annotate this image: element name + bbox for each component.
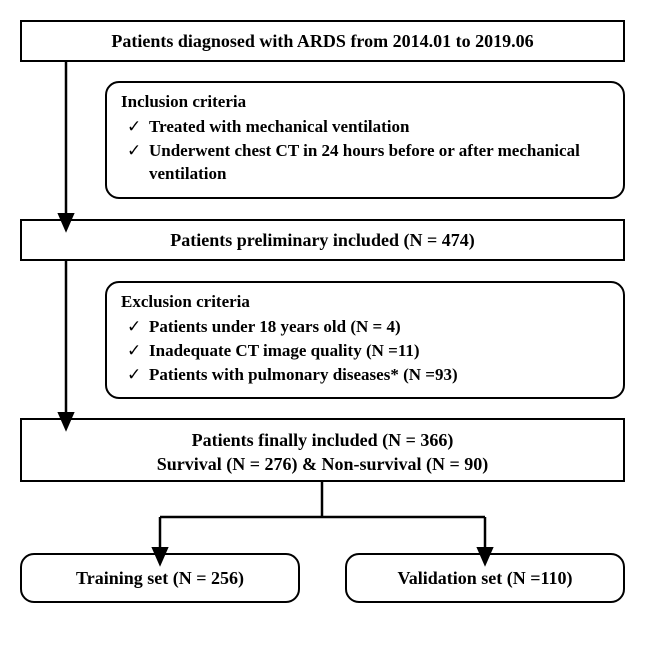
final-line2: Survival (N = 276) & Non-survival (N = 9…: [36, 452, 609, 476]
exclusion-item-text: Inadequate CT image quality (N =11): [149, 341, 420, 360]
exclusion-item: ✓ Patients under 18 years old (N = 4): [121, 316, 609, 339]
node-final: Patients finally included (N = 366)Survi…: [20, 418, 625, 482]
node-inclusion: Inclusion criteria✓Treated with mechanic…: [105, 81, 625, 199]
check-icon: ✓: [127, 316, 141, 339]
exclusion-item: ✓ Patients with pulmonary diseases* (N =9…: [121, 364, 609, 387]
validation-text: Validation set (N =110): [397, 566, 572, 590]
exclusion-item-text: Patients under 18 years old (N = 4): [149, 317, 401, 336]
exclusion-list: ✓ Patients under 18 years old (N = 4) ✓ Ina…: [121, 316, 609, 387]
inclusion-list: ✓ Treated with mechanical ventilation ✓ Und…: [121, 116, 609, 186]
node-start: Patients diagnosed with ARDS from 2014.0…: [20, 20, 625, 62]
inclusion-item-text: Treated with mechanical ventilation: [149, 117, 410, 136]
check-icon: ✓: [127, 140, 141, 163]
check-icon: ✓: [127, 116, 141, 139]
final-line1: Patients finally included (N = 366): [36, 428, 609, 452]
start-text: Patients diagnosed with ARDS from 2014.0…: [111, 29, 533, 53]
node-preliminary: Patients preliminary included (N = 474): [20, 219, 625, 261]
inclusion-item-text: Underwent chest CT in 24 hours before or…: [149, 141, 580, 183]
node-validation: Validation set (N =110): [345, 553, 625, 603]
exclusion-title: Exclusion criteria: [121, 291, 609, 314]
inclusion-item: ✓ Treated with mechanical ventilation: [121, 116, 609, 139]
check-icon: ✓: [127, 364, 141, 387]
node-training: Training set (N = 256): [20, 553, 300, 603]
inclusion-title: Inclusion criteria: [121, 91, 609, 114]
training-text: Training set (N = 256): [76, 566, 244, 590]
exclusion-item: ✓ Inadequate CT image quality (N =11): [121, 340, 609, 363]
inclusion-item: ✓ Underwent chest CT in 24 hours before o…: [121, 140, 609, 186]
node-exclusion: Exclusion criteria✓Patients under 18 yea…: [105, 281, 625, 399]
exclusion-item-text: Patients with pulmonary diseases* (N =93…: [149, 365, 458, 384]
preliminary-text: Patients preliminary included (N = 474): [170, 228, 474, 252]
check-icon: ✓: [127, 340, 141, 363]
